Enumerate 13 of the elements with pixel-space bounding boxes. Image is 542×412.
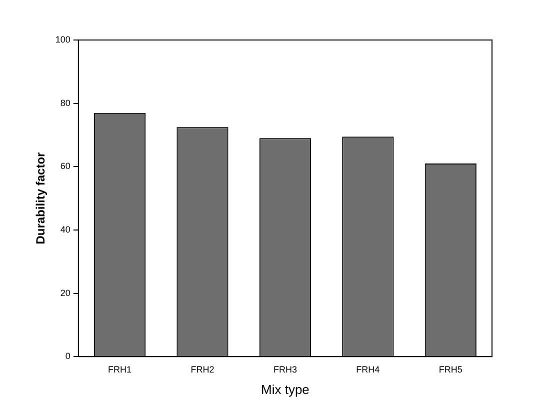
x-tick-label: FRH3 [273, 364, 297, 374]
y-axis-title: Durability factor [34, 152, 48, 244]
y-tick-label: 60 [60, 161, 70, 172]
y-tick-label: 40 [60, 224, 70, 234]
x-tick-label: FRH1 [108, 364, 132, 374]
y-tick-label: 100 [55, 34, 70, 44]
x-tick-label: FRH4 [356, 364, 380, 374]
x-axis-title: Mix type [261, 382, 310, 397]
x-tick-label: FRH5 [438, 364, 462, 374]
y-tick-label: 20 [60, 288, 70, 298]
x-tick-label: FRH2 [190, 364, 214, 374]
y-tick-label: 0 [65, 351, 70, 362]
y-tick-label: 80 [60, 98, 70, 108]
